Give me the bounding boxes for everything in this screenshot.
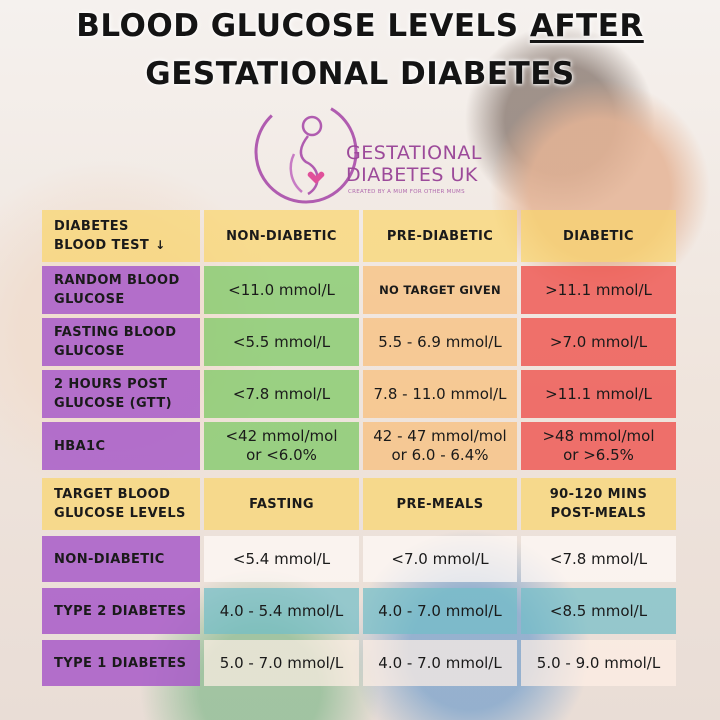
value-fasting: 4.0 - 5.4 mmol/L [204, 588, 359, 634]
table2-header-row: TARGET BLOOD GLUCOSE LEVELS FASTING PRE-M… [42, 478, 676, 530]
value-fasting: <5.4 mmol/L [204, 536, 359, 582]
table-row: TYPE 1 DIABETES 5.0 - 7.0 mmol/L 4.0 - 7… [42, 640, 676, 686]
value-non-diabetic: <5.5 mmol/L [204, 318, 359, 366]
value-pre-diabetic: 42 - 47 mmol/mol or 6.0 - 6.4% [363, 422, 517, 470]
value-post-meals: <7.8 mmol/L [521, 536, 676, 582]
title-line-2: GESTATIONAL DIABETES [145, 56, 575, 92]
value-diabetic: >48 mmol/mol or >6.5% [521, 422, 676, 470]
row-label-line-1: FASTING BLOOD [54, 325, 177, 340]
value-diabetic: >7.0 mmol/L [521, 318, 676, 366]
value-pre-diabetic: 5.5 - 6.9 mmol/L [363, 318, 517, 366]
title-underlined-word: AFTER [529, 8, 644, 44]
row-label: NON-DIABETIC [42, 536, 200, 582]
value-line-1: 42 - 47 mmol/mol [373, 427, 507, 445]
header-label-line-2: GLUCOSE LEVELS [54, 506, 186, 521]
table-row: HBA1C <42 mmol/mol or <6.0% 42 - 47 mmol/… [42, 422, 676, 470]
value-pre-diabetic: 7.8 - 11.0 mmol/L [363, 370, 517, 418]
row-label: 2 HOURS POST GLUCOSE (GTT) [42, 370, 200, 418]
table-row: FASTING BLOOD GLUCOSE <5.5 mmol/L 5.5 - 6… [42, 318, 676, 366]
value-post-meals: <8.5 mmol/L [521, 588, 676, 634]
value-non-diabetic: <7.8 mmol/L [204, 370, 359, 418]
value-pre-meals: 4.0 - 7.0 mmol/L [363, 640, 517, 686]
table-row: NON-DIABETIC <5.4 mmol/L <7.0 mmol/L <7.… [42, 536, 676, 582]
value-line-2: or 6.0 - 6.4% [391, 446, 489, 464]
down-arrow-icon: ↓ [155, 238, 166, 252]
value-line-1: >48 mmol/mol [542, 427, 655, 445]
row-label: RANDOM BLOOD GLUCOSE [42, 266, 200, 314]
table-row: RANDOM BLOOD GLUCOSE <11.0 mmol/L NO TARG… [42, 266, 676, 314]
value-pre-meals: 4.0 - 7.0 mmol/L [363, 588, 517, 634]
row-label: TYPE 1 DIABETES [42, 640, 200, 686]
title-text: BLOOD GLUCOSE LEVELS [76, 8, 530, 44]
header-label-line-1: DIABETES [54, 219, 129, 234]
row-label-line-1: 2 HOURS POST [54, 377, 168, 392]
value-pre-diabetic: NO TARGET GIVEN [363, 266, 517, 314]
value-fasting: 5.0 - 7.0 mmol/L [204, 640, 359, 686]
value-post-meals: 5.0 - 9.0 mmol/L [521, 640, 676, 686]
value-line-2: or <6.0% [246, 446, 317, 464]
row-label-line-1: RANDOM BLOOD [54, 273, 180, 288]
row-label: TYPE 2 DIABETES [42, 588, 200, 634]
table1-header-row: DIABETES BLOOD TEST ↓ NON-DIABETIC PRE-DIA… [42, 210, 676, 262]
logo-tagline: CREATED BY A MUM FOR OTHER MUMS [348, 189, 465, 195]
value-diabetic: >11.1 mmol/L [521, 266, 676, 314]
row-label-line-2: GLUCOSE [54, 344, 125, 359]
logo: GESTATIONAL DIABETES UK CREATED BY A MUM… [250, 96, 510, 208]
value-non-diabetic: <42 mmol/mol or <6.0% [204, 422, 359, 470]
pregnant-woman-logo-icon [254, 100, 358, 204]
row-label: HBA1C [42, 422, 200, 470]
row-label: FASTING BLOOD GLUCOSE [42, 318, 200, 366]
table1-header-label: DIABETES BLOOD TEST ↓ [42, 210, 200, 262]
value-diabetic: >11.1 mmol/L [521, 370, 676, 418]
value-line-2: or >6.5% [563, 446, 634, 464]
table-row: 2 HOURS POST GLUCOSE (GTT) <7.8 mmol/L 7.… [42, 370, 676, 418]
value-line-1: <42 mmol/mol [225, 427, 338, 445]
header-label-line-2: BLOOD TEST [54, 238, 150, 253]
title-line-1: BLOOD GLUCOSE LEVELS AFTER [0, 2, 720, 50]
column-header-post-meals: 90-120 MINS POST-MEALS [521, 478, 676, 530]
logo-text-line-2: DIABETES UK [346, 164, 478, 186]
value-pre-meals: <7.0 mmol/L [363, 536, 517, 582]
table-row: TYPE 2 DIABETES 4.0 - 5.4 mmol/L 4.0 - 7… [42, 588, 676, 634]
page-title: BLOOD GLUCOSE LEVELS AFTER GESTATIONAL D… [0, 2, 720, 98]
column-header-pre-meals: PRE-MEALS [363, 478, 517, 530]
header-line-1: 90-120 MINS [549, 487, 648, 502]
column-header-non-diabetic: NON-DIABETIC [204, 210, 359, 262]
logo-text-line-1: GESTATIONAL [346, 142, 482, 164]
header-line-2: POST-MEALS [550, 506, 647, 521]
table2-header-label: TARGET BLOOD GLUCOSE LEVELS [42, 478, 200, 530]
header-label-line-1: TARGET BLOOD [54, 487, 171, 502]
column-header-fasting: FASTING [204, 478, 359, 530]
value-non-diabetic: <11.0 mmol/L [204, 266, 359, 314]
row-label-line-2: GLUCOSE [54, 292, 125, 307]
row-label-line-2: GLUCOSE (GTT) [54, 396, 172, 411]
column-header-diabetic: DIABETIC [521, 210, 676, 262]
column-header-pre-diabetic: PRE-DIABETIC [363, 210, 517, 262]
